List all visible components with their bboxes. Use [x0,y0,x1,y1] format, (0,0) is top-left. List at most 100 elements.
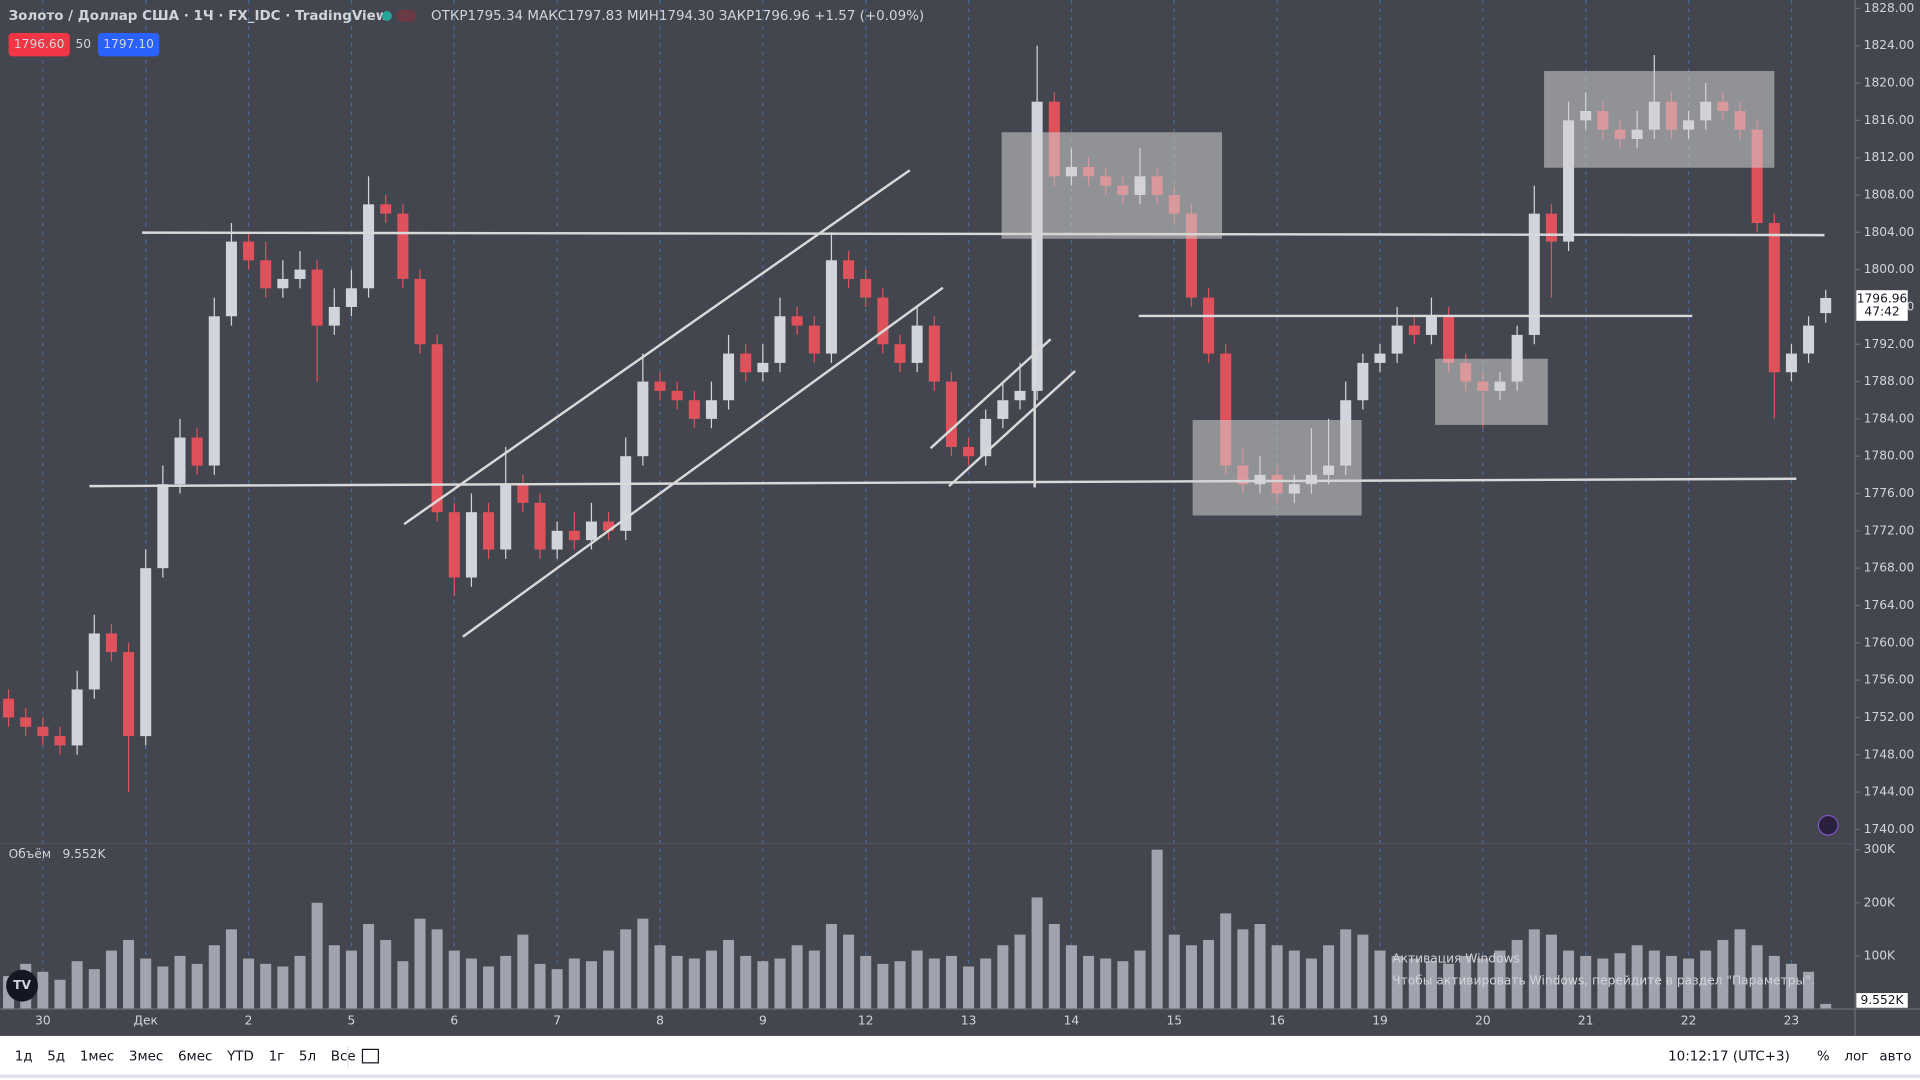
volume-bar [140,958,152,1009]
scale-option[interactable]: % [1817,1050,1830,1065]
range-button[interactable]: 1мес [80,1050,114,1065]
candle-body [243,241,255,261]
x-tick-label: 13 [961,1014,977,1028]
range-button[interactable]: 1г [269,1050,285,1065]
candle-body [1185,213,1197,298]
candle-body [774,316,786,363]
volume-bar [568,958,580,1009]
volume-bar [1545,934,1557,1009]
volume-bar [1254,924,1266,1009]
range-button[interactable]: Все [331,1050,356,1065]
volume-bar [380,939,392,1009]
volume-title: Объём [9,847,52,861]
x-tick-label: 16 [1269,1014,1285,1028]
volume-bar [911,950,923,1009]
y-tick-label: 1764.00 [1864,598,1915,612]
price-axis[interactable] [1855,0,1920,1036]
volume-bar [500,955,512,1009]
volume-bar [208,945,220,1009]
volume-bar [294,955,306,1009]
candle-body [431,344,443,513]
candle-body [740,353,752,373]
x-tick-label: 21 [1578,1014,1594,1028]
volume-bar [894,961,906,1009]
volume-bar [1237,929,1249,1009]
status-toggle[interactable] [396,9,417,23]
range-button[interactable]: 5л [299,1050,316,1065]
x-tick-label: 23 [1784,1014,1800,1028]
candle-body [705,400,717,419]
volume-bar [1134,950,1146,1009]
range-button[interactable]: 5д [47,1050,65,1065]
candle-body [3,698,15,718]
scale-option[interactable]: авто [1879,1050,1911,1065]
candle-body [997,400,1009,419]
volume-bar [1460,955,1472,1009]
rectangle [1192,420,1362,516]
volume-bar [637,918,649,1009]
volume-bar [260,963,272,1009]
volume-bar [654,945,666,1009]
candle-body [71,689,83,746]
candle-body [465,512,477,578]
bid-box[interactable] [8,33,70,57]
countdown: 47:42 [1864,305,1899,319]
volume-bar [105,950,117,1009]
tv-logo[interactable] [6,969,38,1002]
candle-body [945,381,957,447]
channel-line [403,169,911,526]
candle-body [345,288,357,307]
volume-bar [1683,958,1695,1009]
candle-body [1563,120,1575,242]
channel-line [929,338,1052,450]
candle-body [980,418,992,457]
candle-body [517,484,529,503]
volume-tick-label: 100K [1864,948,1896,962]
y-tick-label: 1752.00 [1864,710,1915,724]
tv-logo-mark: TV [13,978,31,992]
candle-body [311,269,323,326]
drawings [89,71,1825,638]
volume-bar [123,939,135,1009]
candle-body [551,530,563,550]
candle-body [1357,362,1369,401]
range-button[interactable]: 1д [15,1050,33,1065]
candle-body [963,446,975,457]
volume-bar [963,966,975,1009]
alert-button[interactable] [1817,814,1839,836]
volume-bar [1580,955,1592,1009]
scale-option[interactable]: лог [1844,1050,1868,1065]
axis-labels: 1740.00 1744.00 1748.00 1752.00 1756.00 1760.… [35,1,1914,1028]
candle-body [843,260,855,279]
candle-body [380,204,392,214]
candle-body [1220,353,1232,466]
spread: 50 [75,37,91,51]
candle-body [654,381,666,391]
volume-bar [1271,945,1283,1009]
candle-body [1443,316,1455,363]
candle-body [483,512,495,550]
volume-bar [157,966,169,1009]
volume-bar [997,945,1009,1009]
ask-box[interactable] [97,33,160,57]
last-price-box [1856,290,1908,321]
y-tick-label: 1812.00 [1864,150,1915,164]
volume-bar [1477,958,1489,1009]
candle-body [928,325,940,382]
range-button[interactable]: YTD [226,1050,254,1065]
volume-bar [88,969,100,1009]
bottom-toolbar [0,1035,1920,1080]
range-button[interactable]: 6мес [178,1050,212,1065]
horizontal-line [89,477,1797,488]
candle-body [1391,325,1403,354]
volume-bar [243,958,255,1009]
range-button[interactable]: 3мес [129,1050,163,1065]
goto-date-button[interactable] [361,1048,379,1064]
ohlc-legend: ОТКР1795.34 МАКС1797.83 МИН1794.30 ЗАКР1… [431,9,924,24]
volume-bar [1168,934,1180,1009]
candle-body [397,213,409,279]
volume-bar [1614,953,1626,1009]
volume-bar [1357,934,1369,1009]
candle-body [328,306,340,326]
